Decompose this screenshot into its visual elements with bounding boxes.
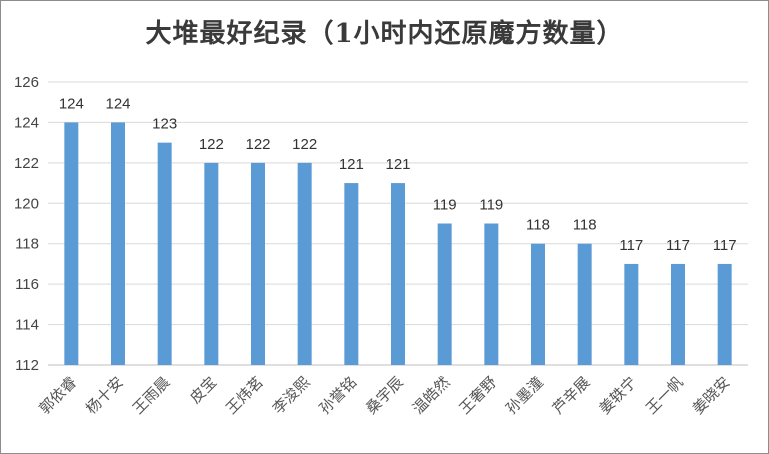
y-tick-label: 114 [15, 317, 39, 334]
chart-title: 大堆最好纪录（1小时内还原魔方数量） [145, 19, 624, 49]
x-tick-label: 李浚熙 [269, 373, 314, 418]
x-tick-label: 芦辛展 [549, 373, 594, 418]
data-label: 122 [199, 136, 224, 153]
data-label: 123 [152, 116, 177, 133]
x-tick-label: 姜晓安 [689, 373, 734, 418]
x-tick-label: 桑宇辰 [362, 373, 407, 418]
bar [391, 183, 405, 365]
bar [624, 263, 639, 365]
bar [64, 122, 79, 365]
data-label: 118 [573, 217, 597, 234]
x-tick-label: 王奢野 [456, 373, 501, 418]
data-label: 117 [713, 237, 737, 254]
y-axis: 112 114 116 118 120 122 124 126 [14, 74, 39, 374]
bar [671, 263, 685, 365]
y-tick-label: 126 [14, 74, 39, 91]
y-tick-label: 120 [14, 195, 39, 212]
data-label: 122 [292, 136, 317, 153]
bar [297, 162, 312, 365]
bar [344, 183, 359, 365]
bar [437, 223, 452, 365]
y-tick-label: 124 [14, 114, 39, 131]
x-tick-label: 温皓然 [409, 373, 454, 418]
bar [157, 142, 172, 365]
x-axis: 郭依睿 杨十安 王雨晨 皮宝 王炜茗 李浚熙 孙誉铭 桑宇辰 温皓然 王奢野 孙墨潼 芦辛展 姜轶宁 王一… [36, 373, 734, 418]
y-tick-label: 122 [14, 155, 39, 172]
y-tick-label: 116 [15, 276, 39, 293]
data-label: 124 [59, 95, 84, 112]
x-tick-label: 皮宝 [186, 373, 220, 407]
bars [64, 122, 732, 365]
x-tick-label: 王雨晨 [129, 373, 174, 418]
data-label: 121 [385, 156, 410, 173]
data-label: 117 [619, 237, 643, 254]
y-tick-label: 118 [15, 236, 39, 253]
data-labels: 124 124 123 122 122 122 121 121 119 119 118 118 117 1… [59, 95, 737, 254]
data-label: 119 [479, 197, 503, 214]
x-tick-label: 孙墨潼 [502, 373, 547, 418]
bar [577, 243, 592, 365]
data-label: 118 [526, 217, 550, 234]
data-label: 121 [339, 156, 364, 173]
x-tick-label: 姜轶宁 [596, 373, 641, 418]
bar [251, 162, 265, 365]
y-tick-label: 112 [15, 357, 39, 374]
bar [204, 162, 219, 365]
x-tick-label: 王炜茗 [222, 373, 267, 418]
x-tick-label: 王一帆 [642, 373, 687, 418]
bar [484, 223, 499, 365]
data-label: 119 [433, 197, 457, 214]
data-label: 124 [105, 95, 130, 112]
x-tick-label: 杨十安 [82, 373, 127, 418]
bar [531, 243, 545, 365]
x-tick-label: 孙誉铭 [316, 373, 361, 418]
bar [717, 263, 732, 365]
data-label: 122 [245, 136, 270, 153]
x-tick-label: 郭依睿 [36, 373, 81, 418]
bar [111, 122, 125, 365]
data-label: 117 [666, 237, 690, 254]
